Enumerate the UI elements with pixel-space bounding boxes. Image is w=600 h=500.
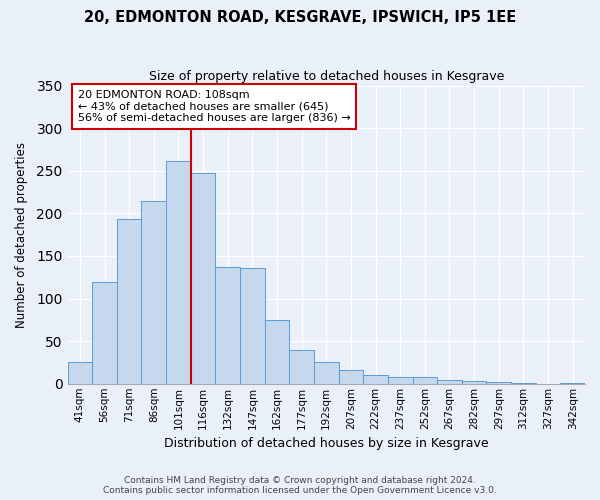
X-axis label: Distribution of detached houses by size in Kesgrave: Distribution of detached houses by size … — [164, 437, 488, 450]
Bar — [117, 220, 142, 384]
Text: Contains HM Land Registry data © Crown copyright and database right 2024.
Contai: Contains HM Land Registry data © Crown c… — [103, 476, 497, 495]
Bar — [265, 320, 289, 384]
Bar — [191, 174, 215, 384]
Bar — [92, 282, 117, 384]
Bar — [68, 362, 92, 384]
Bar — [166, 162, 191, 384]
Bar — [413, 377, 437, 384]
Title: Size of property relative to detached houses in Kesgrave: Size of property relative to detached ho… — [149, 70, 504, 83]
Bar — [437, 380, 462, 384]
Bar — [289, 350, 314, 384]
Bar — [388, 377, 413, 384]
Bar — [338, 370, 363, 384]
Bar — [142, 202, 166, 384]
Bar — [363, 375, 388, 384]
Bar — [511, 383, 536, 384]
Bar — [314, 362, 338, 384]
Text: 20, EDMONTON ROAD, KESGRAVE, IPSWICH, IP5 1EE: 20, EDMONTON ROAD, KESGRAVE, IPSWICH, IP… — [84, 10, 516, 25]
Y-axis label: Number of detached properties: Number of detached properties — [15, 142, 28, 328]
Bar — [560, 383, 585, 384]
Bar — [487, 382, 511, 384]
Text: 20 EDMONTON ROAD: 108sqm
← 43% of detached houses are smaller (645)
56% of semi-: 20 EDMONTON ROAD: 108sqm ← 43% of detach… — [78, 90, 350, 123]
Bar — [215, 267, 240, 384]
Bar — [240, 268, 265, 384]
Bar — [462, 381, 487, 384]
